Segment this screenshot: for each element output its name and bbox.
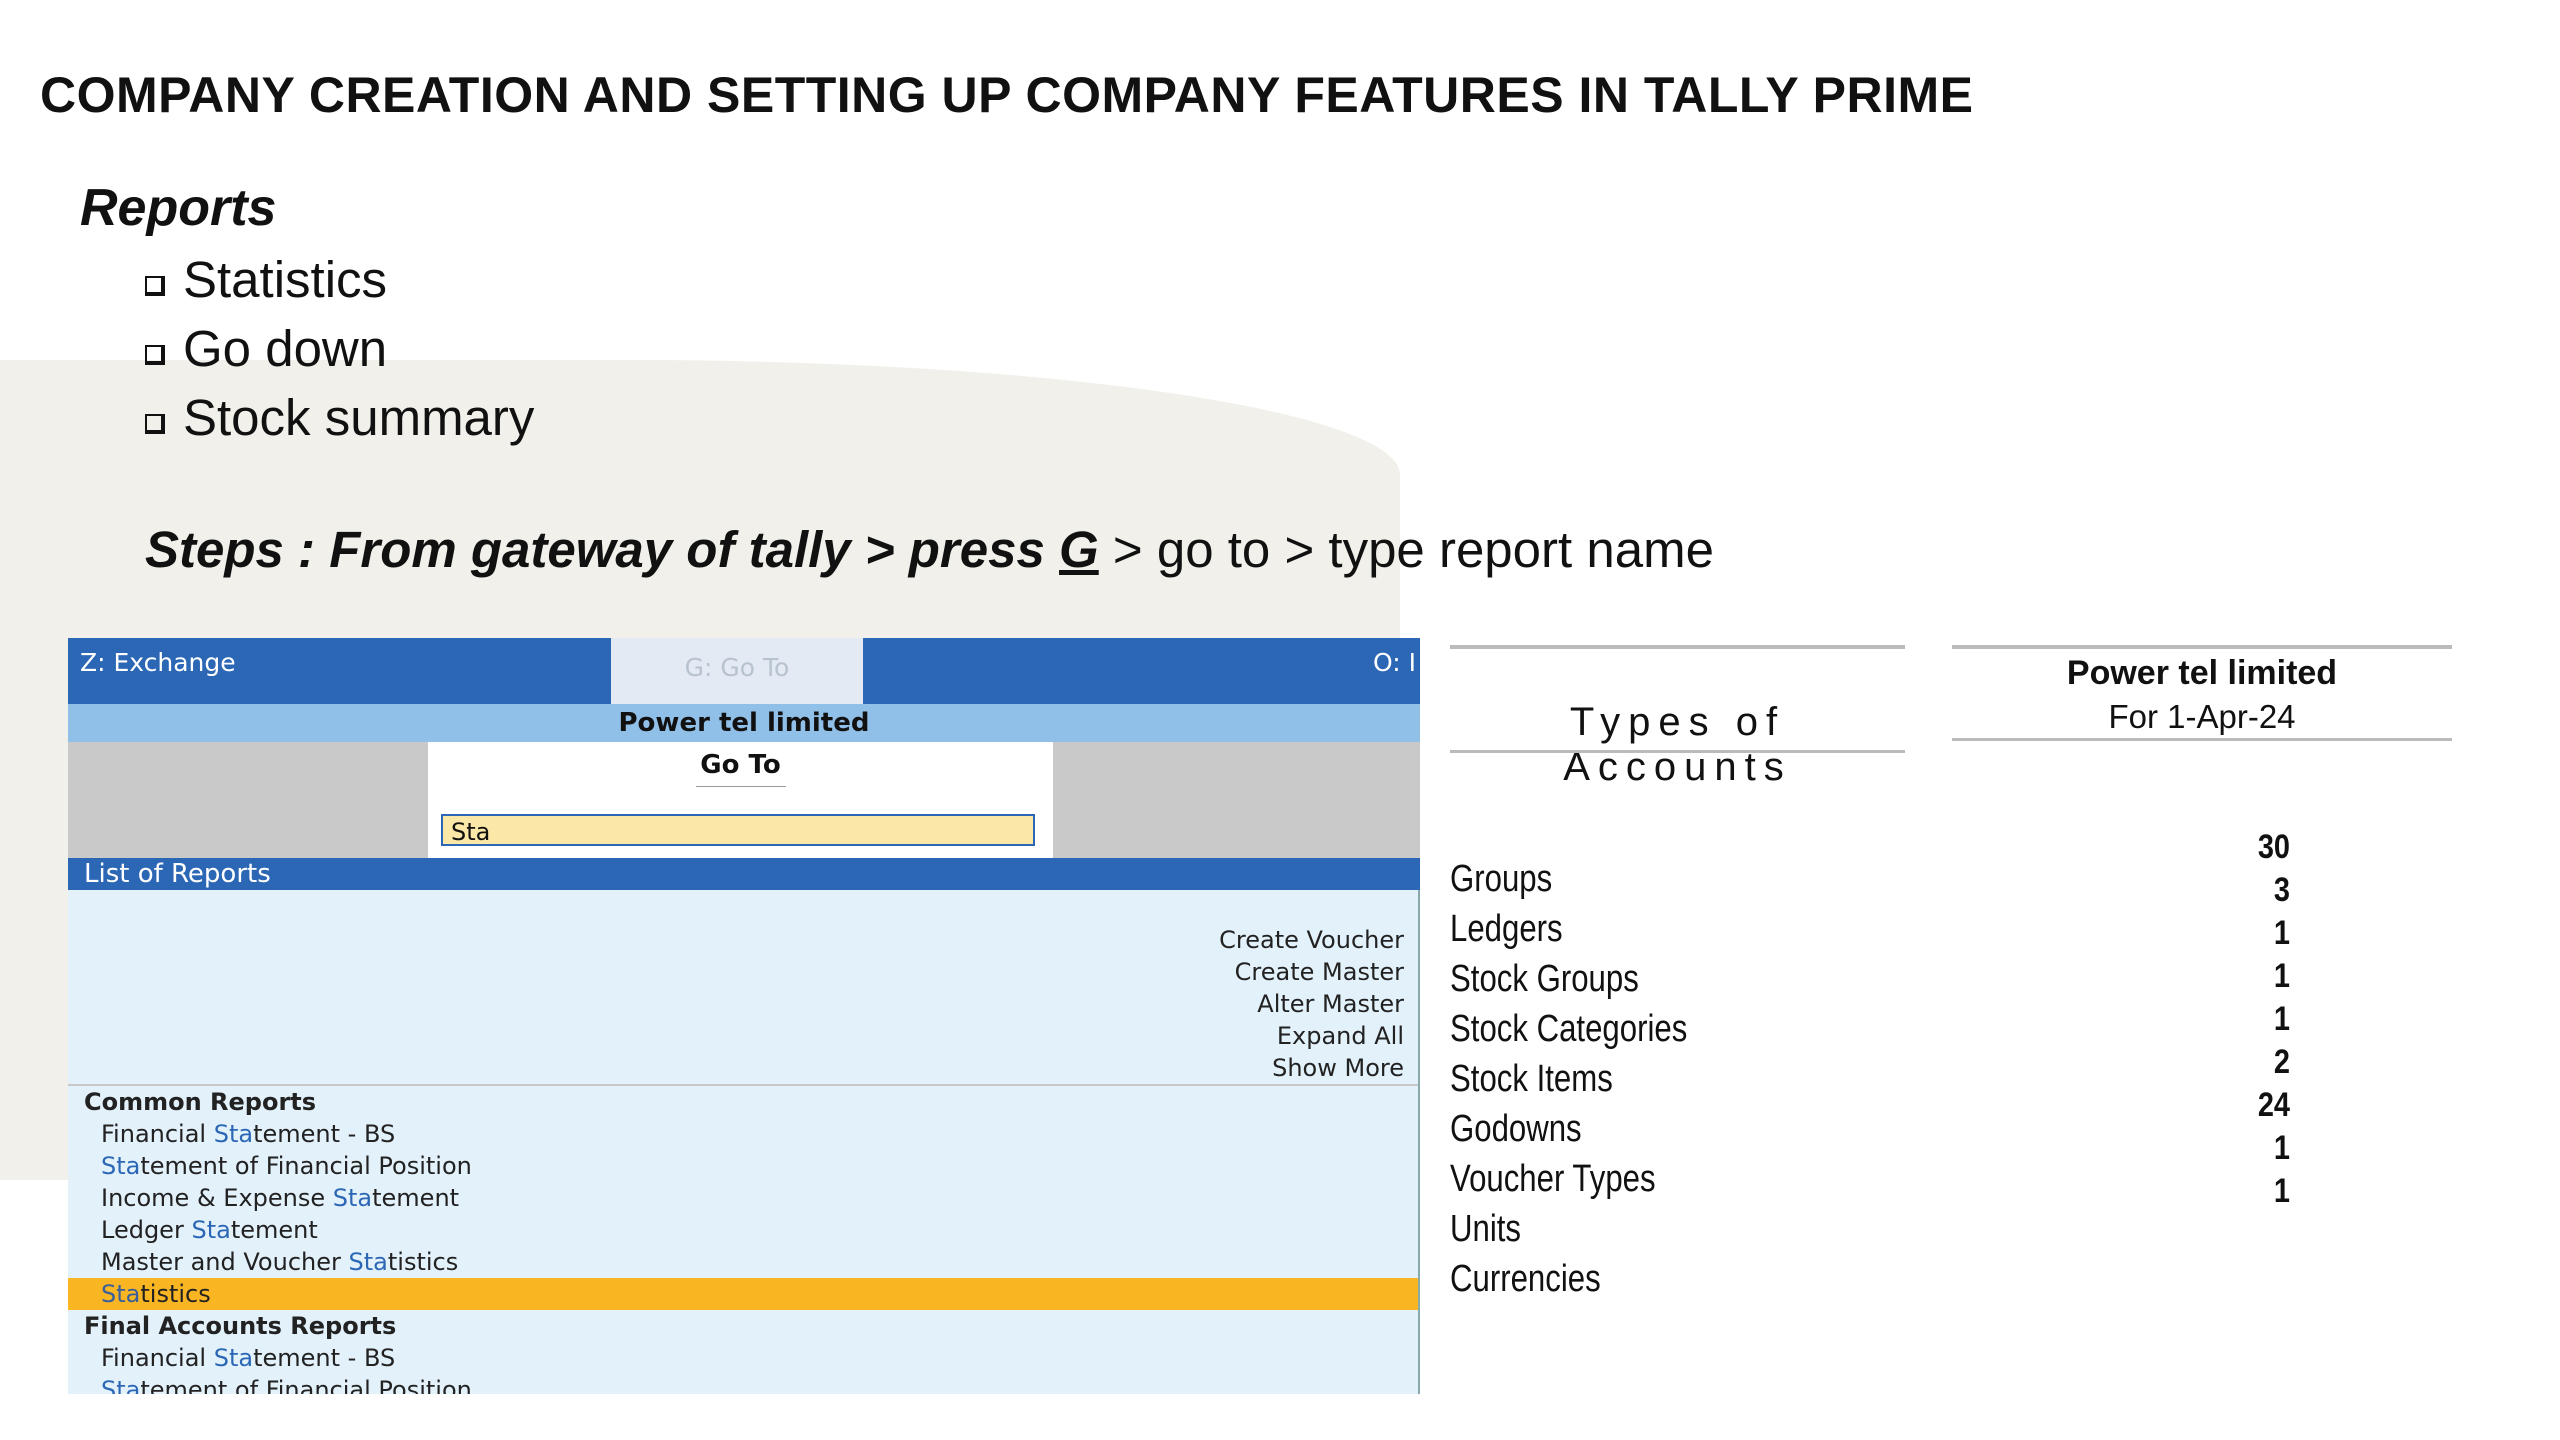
- account-type-label: Ledgers: [1450, 908, 1563, 950]
- report-list: Common Reports Financial Statement - BS …: [68, 1086, 1420, 1394]
- bullet-item-go-down: Go down: [145, 314, 534, 383]
- accounts-date: For 1-Apr-24: [2108, 698, 2296, 735]
- goto-menu-tab[interactable]: G: Go To: [611, 638, 863, 704]
- account-type-label: Units: [1450, 1208, 1521, 1250]
- account-count: 24: [2257, 1086, 2290, 1124]
- types-bottom-rule: [1450, 750, 1905, 753]
- account-type-label: Currencies: [1450, 1258, 1601, 1300]
- common-reports-header: Common Reports: [84, 1088, 317, 1116]
- account-count: 1: [2273, 957, 2290, 995]
- account-type-label: Stock Items: [1450, 1058, 1613, 1100]
- final-accounts-reports-header: Final Accounts Reports: [84, 1312, 397, 1340]
- bullet-label: Stock summary: [183, 389, 535, 446]
- list-item[interactable]: Master and Voucher Statistics: [101, 1248, 459, 1276]
- company-bar: Power tel limited: [68, 704, 1420, 742]
- create-voucher-button[interactable]: Create Voucher: [1219, 926, 1404, 954]
- account-count: 1: [2273, 914, 2290, 952]
- bullet-label: Statistics: [183, 251, 388, 308]
- bullet-label: Go down: [183, 320, 388, 377]
- window-border: [1418, 890, 1420, 1394]
- account-count: 30: [2257, 828, 2290, 866]
- divider: [68, 1084, 1420, 1086]
- steps-key: G: [1059, 521, 1099, 578]
- checkbox-bullet-icon: [145, 413, 165, 434]
- steps-suffix: > go to > type report name: [1098, 521, 1714, 578]
- account-type-values: 30 3 1 1 1 2 24 1 1: [2230, 826, 2290, 1213]
- account-type-labels: Groups Ledgers Stock Groups Stock Catego…: [1450, 854, 1739, 1304]
- account-type-label: Stock Categories: [1450, 1008, 1688, 1050]
- page-title: COMPANY CREATION AND SETTING UP COMPANY …: [40, 67, 1974, 123]
- right-grey-panel: [1053, 742, 1420, 858]
- checkbox-bullet-icon: [145, 344, 165, 365]
- action-buttons: Create Voucher Create Master Alter Maste…: [1219, 924, 1404, 1084]
- types-top-rule: [1450, 645, 1905, 649]
- create-master-button[interactable]: Create Master: [1234, 958, 1404, 986]
- account-count: 1: [2273, 1129, 2290, 1167]
- account-count: 3: [2273, 871, 2290, 909]
- dialog-title-underline: [696, 786, 786, 787]
- list-of-reports-header: List of Reports: [68, 858, 1420, 890]
- company-bottom-rule: [1952, 738, 2452, 741]
- steps-text: Steps : From gateway of tally > press G …: [145, 520, 1714, 579]
- list-item[interactable]: Statement of Financial Position: [101, 1152, 472, 1180]
- exchange-menu[interactable]: Z: Exchange: [80, 648, 236, 677]
- background-shape-upper: [180, 395, 1380, 565]
- types-of-accounts-title: Types of Accounts: [1563, 700, 1792, 789]
- bullet-item-stock-summary: Stock summary: [145, 383, 534, 452]
- goto-dialog: Go To Sta: [428, 742, 1053, 858]
- top-right-menu[interactable]: O: I: [1373, 648, 1416, 677]
- list-item-selected-statistics[interactable]: Statistics: [68, 1278, 1420, 1310]
- account-count: 1: [2273, 1000, 2290, 1038]
- account-type-label: Stock Groups: [1450, 958, 1639, 1000]
- list-item[interactable]: Financial Statement - BS: [101, 1344, 396, 1372]
- checkbox-bullet-icon: [145, 275, 165, 296]
- account-type-label: Groups: [1450, 858, 1553, 900]
- list-item[interactable]: Statement of Financial Position: [101, 1376, 472, 1394]
- tally-top-bar: Z: Exchange G: Go To O: I: [68, 638, 1420, 704]
- account-count: 2: [2273, 1043, 2290, 1081]
- accounts-company-name: Power tel limited: [2066, 654, 2338, 692]
- account-type-label: Voucher Types: [1450, 1158, 1656, 1200]
- account-count: 1: [2273, 1172, 2290, 1210]
- account-type-label: Godowns: [1450, 1108, 1582, 1150]
- goto-search-input[interactable]: Sta: [441, 814, 1035, 846]
- reports-heading: Reports: [80, 179, 277, 237]
- company-top-rule: [1952, 645, 2452, 649]
- list-item[interactable]: Income & Expense Statement: [101, 1184, 460, 1212]
- alter-master-button[interactable]: Alter Master: [1257, 990, 1404, 1018]
- left-grey-panel: [68, 742, 428, 858]
- report-bullet-list: Statistics Go down Stock summary: [145, 245, 534, 452]
- list-item[interactable]: Ledger Statement: [101, 1216, 318, 1244]
- list-item[interactable]: Financial Statement - BS: [101, 1120, 396, 1148]
- expand-all-button[interactable]: Expand All: [1276, 1022, 1404, 1050]
- tally-window: Z: Exchange G: Go To O: I Power tel limi…: [68, 638, 1420, 1394]
- bullet-item-statistics: Statistics: [145, 245, 534, 314]
- show-more-button[interactable]: Show More: [1272, 1054, 1404, 1082]
- goto-dialog-title: Go To: [700, 750, 781, 780]
- steps-prefix: Steps : From gateway of tally > press: [145, 521, 1060, 578]
